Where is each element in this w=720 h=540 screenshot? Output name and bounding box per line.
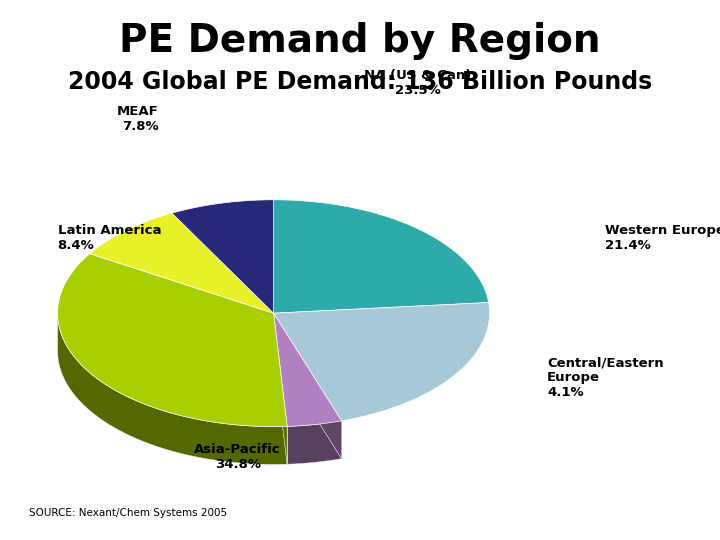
Polygon shape <box>274 313 341 458</box>
PathPatch shape <box>58 254 287 427</box>
PathPatch shape <box>90 213 274 313</box>
PathPatch shape <box>172 200 274 313</box>
Text: Asia-Pacific
34.8%: Asia-Pacific 34.8% <box>194 443 281 471</box>
Text: Latin America
8.4%: Latin America 8.4% <box>58 224 161 252</box>
Text: Western Europe
21.4%: Western Europe 21.4% <box>605 224 720 252</box>
PathPatch shape <box>274 313 341 427</box>
Polygon shape <box>287 421 341 464</box>
Text: MEAF
7.8%: MEAF 7.8% <box>117 105 158 133</box>
Polygon shape <box>58 314 287 464</box>
Polygon shape <box>274 313 341 458</box>
Text: NA (US & Can)
23.5%: NA (US & Can) 23.5% <box>364 69 472 97</box>
Polygon shape <box>274 313 287 464</box>
Text: 2004 Global PE Demand: 136 Billion Pounds: 2004 Global PE Demand: 136 Billion Pound… <box>68 70 652 94</box>
Text: PE Demand by Region: PE Demand by Region <box>120 22 600 59</box>
Text: Central/Eastern
Europe
4.1%: Central/Eastern Europe 4.1% <box>547 356 664 400</box>
PathPatch shape <box>274 302 490 421</box>
Polygon shape <box>274 313 287 464</box>
PathPatch shape <box>274 200 489 313</box>
Text: SOURCE: Nexant/Chem Systems 2005: SOURCE: Nexant/Chem Systems 2005 <box>29 508 227 518</box>
Polygon shape <box>58 319 341 464</box>
